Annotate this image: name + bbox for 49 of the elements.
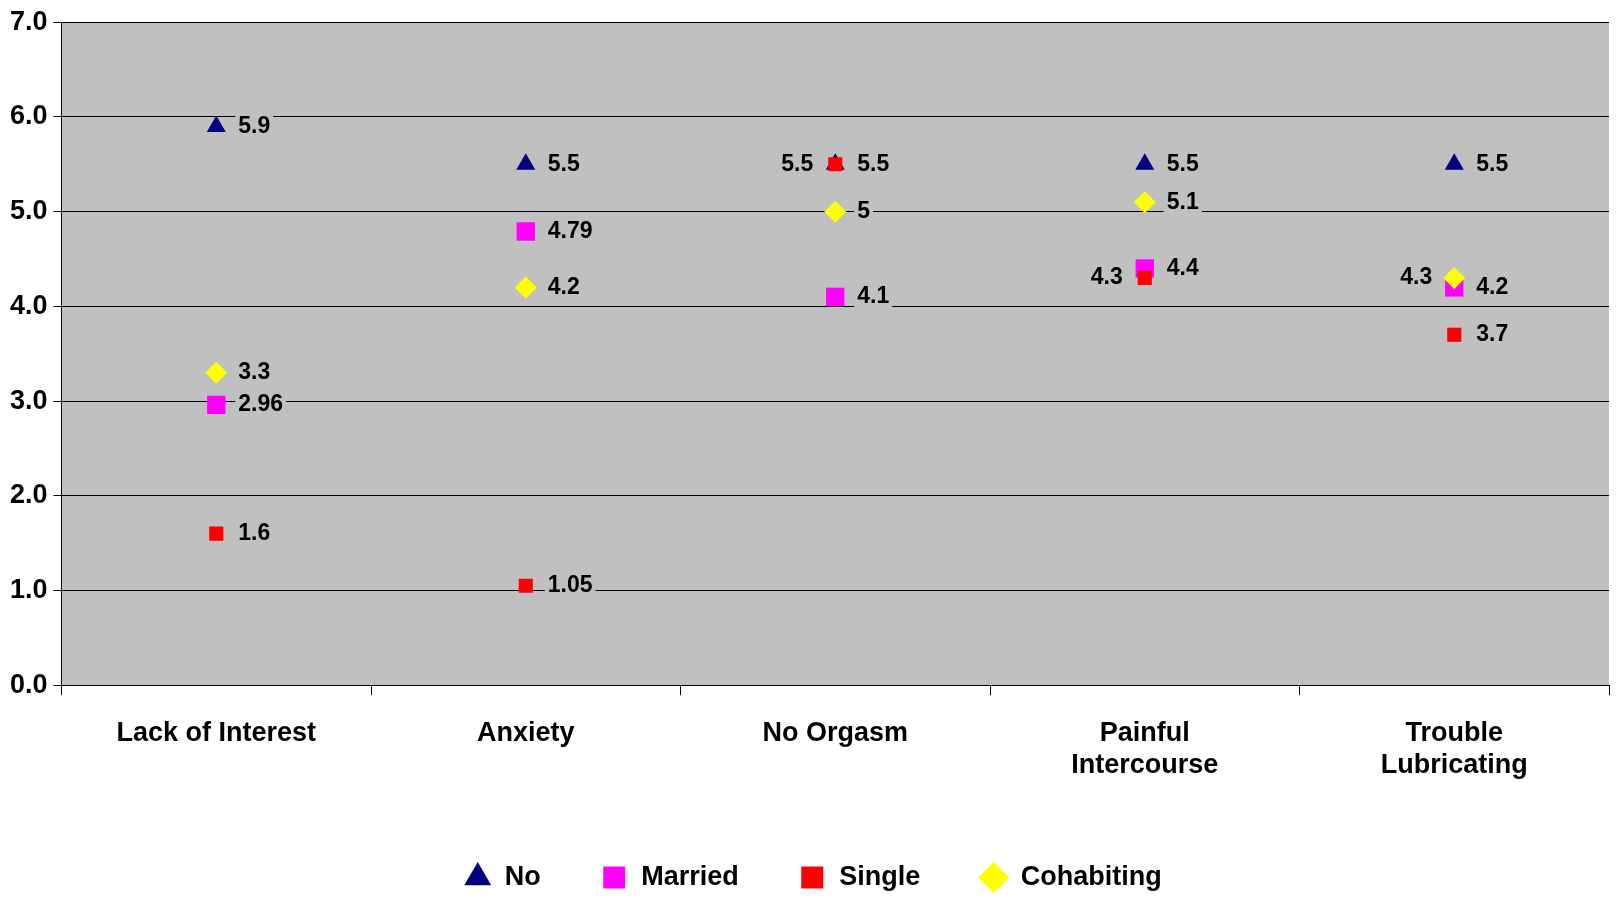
data-label: 5.9 (238, 111, 271, 138)
y-tick-label: 1.0 (9, 573, 48, 604)
data-label: 1.05 (547, 571, 593, 598)
legend-label: Cohabiting (1020, 860, 1162, 891)
y-tick-label: 5.0 (9, 195, 48, 226)
data-label: 3.3 (238, 357, 271, 384)
legend-label: Married (641, 860, 739, 891)
data-label: 5.5 (547, 149, 580, 176)
y-tick-label: 3.0 (9, 384, 48, 415)
point (514, 276, 537, 299)
data-label: 5 (857, 196, 871, 223)
data-label: 5.5 (1476, 149, 1509, 176)
point (1133, 191, 1156, 214)
x-tick-label: Painful Intercourse (1071, 716, 1219, 780)
point (516, 222, 535, 241)
data-label: 5.5 (781, 149, 814, 176)
data-label: 4.2 (547, 272, 580, 299)
data-label: 4.2 (1476, 272, 1509, 299)
data-label: 3.7 (1476, 320, 1509, 347)
data-label: 4.1 (857, 282, 890, 309)
data-label: 5.5 (1166, 149, 1199, 176)
x-tick-label: No Orgasm (762, 716, 909, 747)
data-label: 1.6 (238, 519, 271, 545)
x-tick-label: Anxiety (477, 716, 575, 747)
data-label: 4.4 (1166, 253, 1199, 280)
legend-label: No (504, 860, 541, 891)
x-tick-label: Trouble Lubricating (1380, 716, 1528, 780)
y-tick-label: 2.0 (9, 479, 48, 510)
point (826, 287, 845, 307)
point (209, 526, 224, 541)
point (1447, 327, 1462, 342)
y-tick-label: 6.0 (9, 100, 48, 131)
y-tick-label: 0.0 (9, 668, 48, 699)
y-tick-label: 7.0 (9, 5, 48, 36)
point (1443, 266, 1466, 289)
data-label: 4.3 (1090, 263, 1123, 290)
data-label: 5.5 (857, 149, 890, 176)
data-label: 5.1 (1166, 187, 1199, 214)
data-label: 4.3 (1400, 263, 1433, 290)
point (207, 395, 226, 415)
point (518, 578, 533, 593)
point (205, 361, 228, 384)
data-label: 2.96 (238, 390, 284, 417)
data-label: 4.79 (547, 216, 593, 243)
legend-label: Single (839, 860, 921, 891)
x-tick-label: Lack of Interest (116, 716, 317, 747)
y-tick-label: 4.0 (9, 289, 48, 320)
point (1137, 270, 1152, 285)
point (824, 200, 847, 223)
